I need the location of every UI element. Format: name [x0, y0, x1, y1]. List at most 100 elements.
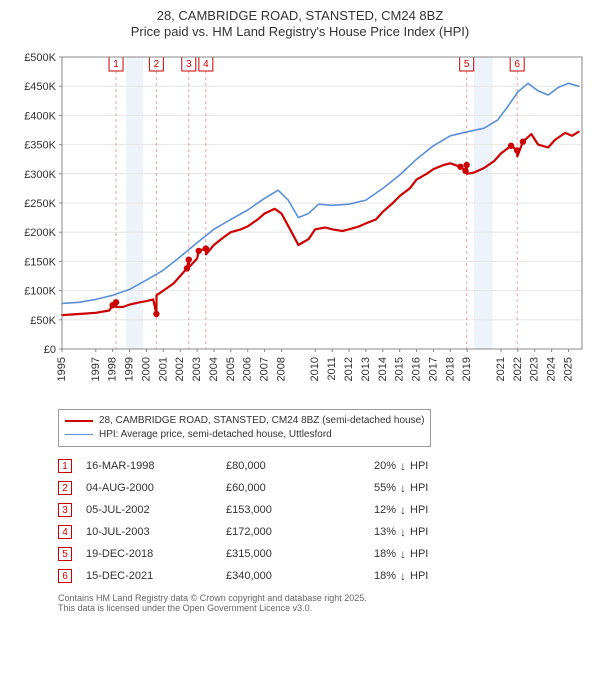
page: 28, CAMBRIDGE ROAD, STANSTED, CM24 8BZ P… — [0, 0, 600, 618]
svg-text:£0: £0 — [44, 344, 56, 356]
tx-pct: 18% — [336, 570, 396, 582]
transaction-row: 4 10-JUL-2003£172,00013%↓HPI — [58, 521, 580, 543]
svg-text:2004: 2004 — [208, 357, 220, 381]
svg-text:2000: 2000 — [140, 357, 152, 381]
svg-text:5: 5 — [464, 59, 470, 70]
transaction-row: 2 04-AUG-2000£60,00055%↓HPI — [58, 477, 580, 499]
legend-row-2: HPI: Average price, semi-detached house,… — [65, 428, 424, 442]
svg-text:1995: 1995 — [56, 357, 68, 381]
svg-text:£450K: £450K — [24, 81, 56, 93]
transaction-row: 1 16-MAR-1998£80,00020%↓HPI — [58, 455, 580, 477]
tx-badge: 1 — [58, 459, 72, 473]
svg-text:1997: 1997 — [90, 357, 102, 381]
tx-price: £153,000 — [226, 504, 336, 516]
svg-text:£100K: £100K — [24, 285, 56, 297]
tx-date: 15-DEC-2021 — [86, 570, 226, 582]
svg-text:£200K: £200K — [24, 227, 56, 239]
svg-text:£400K: £400K — [24, 110, 56, 122]
tx-date: 19-DEC-2018 — [86, 548, 226, 560]
tx-pct: 18% — [336, 548, 396, 560]
svg-text:1998: 1998 — [107, 357, 119, 381]
down-arrow-icon: ↓ — [396, 503, 410, 517]
svg-text:£250K: £250K — [24, 198, 56, 210]
legend-label-2: HPI: Average price, semi-detached house,… — [99, 428, 332, 442]
tx-date: 04-AUG-2000 — [86, 482, 226, 494]
tx-price: £80,000 — [226, 460, 336, 472]
transaction-row: 6 15-DEC-2021£340,00018%↓HPI — [58, 565, 580, 587]
legend-label-1: 28, CAMBRIDGE ROAD, STANSTED, CM24 8BZ (… — [99, 414, 424, 428]
down-arrow-icon: ↓ — [396, 569, 410, 583]
svg-text:2014: 2014 — [377, 357, 389, 381]
svg-text:2005: 2005 — [225, 357, 237, 381]
svg-text:2006: 2006 — [242, 357, 254, 381]
tx-price: £172,000 — [226, 526, 336, 538]
tx-date: 10-JUL-2003 — [86, 526, 226, 538]
svg-text:2022: 2022 — [512, 357, 524, 381]
tx-ref: HPI — [410, 570, 446, 582]
tx-price: £60,000 — [226, 482, 336, 494]
svg-text:2023: 2023 — [529, 357, 541, 381]
svg-text:2025: 2025 — [562, 357, 574, 381]
svg-text:2013: 2013 — [360, 357, 372, 381]
chart: 1 2 34 5 6 £0 £50K £100K £150K £200K £250K £300K £35… — [10, 43, 590, 403]
footer: Contains HM Land Registry data © Crown c… — [58, 593, 580, 615]
chart-svg: 1 2 34 5 6 £0 £50K £100K £150K £200K £250K £300K £35… — [10, 43, 590, 403]
svg-text:2021: 2021 — [495, 357, 507, 381]
tx-date: 16-MAR-1998 — [86, 460, 226, 472]
tx-pct: 12% — [336, 504, 396, 516]
title-line-1: 28, CAMBRIDGE ROAD, STANSTED, CM24 8BZ — [10, 8, 590, 24]
tx-badge: 6 — [58, 569, 72, 583]
svg-text:2002: 2002 — [174, 357, 186, 381]
tx-ref: HPI — [410, 504, 446, 516]
title-line-2: Price paid vs. HM Land Registry's House … — [10, 24, 590, 40]
legend-swatch-1 — [65, 420, 93, 422]
transaction-row: 3 05-JUL-2002£153,00012%↓HPI — [58, 499, 580, 521]
svg-text:2017: 2017 — [427, 357, 439, 381]
tx-badge: 4 — [58, 525, 72, 539]
svg-text:2: 2 — [154, 59, 160, 70]
tx-badge: 2 — [58, 481, 72, 495]
footer-line-2: This data is licensed under the Open Gov… — [58, 603, 580, 614]
tx-ref: HPI — [410, 548, 446, 560]
svg-text:3: 3 — [186, 59, 192, 70]
svg-text:2016: 2016 — [411, 357, 423, 381]
tx-price: £315,000 — [226, 548, 336, 560]
transactions-table: 116-MAR-1998£80,00020%↓HPI204-AUG-2000£6… — [58, 455, 580, 587]
tx-ref: HPI — [410, 526, 446, 538]
svg-text:1: 1 — [113, 59, 119, 70]
svg-text:2011: 2011 — [326, 357, 338, 381]
down-arrow-icon: ↓ — [396, 459, 410, 473]
transaction-row: 519-DEC-2018£315,00018%↓HPI — [58, 543, 580, 565]
down-arrow-icon: ↓ — [396, 481, 410, 495]
svg-text:1999: 1999 — [124, 357, 136, 381]
svg-text:2019: 2019 — [461, 357, 473, 381]
svg-text:2024: 2024 — [546, 357, 558, 381]
tx-price: £340,000 — [226, 570, 336, 582]
down-arrow-icon: ↓ — [396, 525, 410, 539]
svg-text:2008: 2008 — [275, 357, 287, 381]
svg-text:6: 6 — [514, 59, 520, 70]
svg-text:2018: 2018 — [444, 357, 456, 381]
svg-text:2012: 2012 — [343, 357, 355, 381]
tx-badge: 3 — [58, 503, 72, 517]
chart-title: 28, CAMBRIDGE ROAD, STANSTED, CM24 8BZ P… — [10, 8, 590, 41]
tx-ref: HPI — [410, 460, 446, 472]
footer-line-1: Contains HM Land Registry data © Crown c… — [58, 593, 580, 604]
tx-ref: HPI — [410, 482, 446, 494]
svg-text:£350K: £350K — [24, 139, 56, 151]
svg-text:£300K: £300K — [24, 168, 56, 180]
tx-pct: 20% — [336, 460, 396, 472]
tx-date: 05-JUL-2002 — [86, 504, 226, 516]
svg-text:2003: 2003 — [191, 357, 203, 381]
svg-text:2007: 2007 — [259, 357, 271, 381]
svg-text:£50K: £50K — [30, 314, 56, 326]
tx-pct: 13% — [336, 526, 396, 538]
legend-row-1: 28, CAMBRIDGE ROAD, STANSTED, CM24 8BZ (… — [65, 414, 424, 428]
tx-pct: 55% — [336, 482, 396, 494]
svg-text:2001: 2001 — [157, 357, 169, 381]
svg-text:4: 4 — [203, 59, 209, 70]
legend: 28, CAMBRIDGE ROAD, STANSTED, CM24 8BZ (… — [58, 409, 431, 447]
svg-text:£150K: £150K — [24, 256, 56, 268]
svg-text:£500K: £500K — [24, 52, 56, 64]
svg-text:2010: 2010 — [309, 357, 321, 381]
